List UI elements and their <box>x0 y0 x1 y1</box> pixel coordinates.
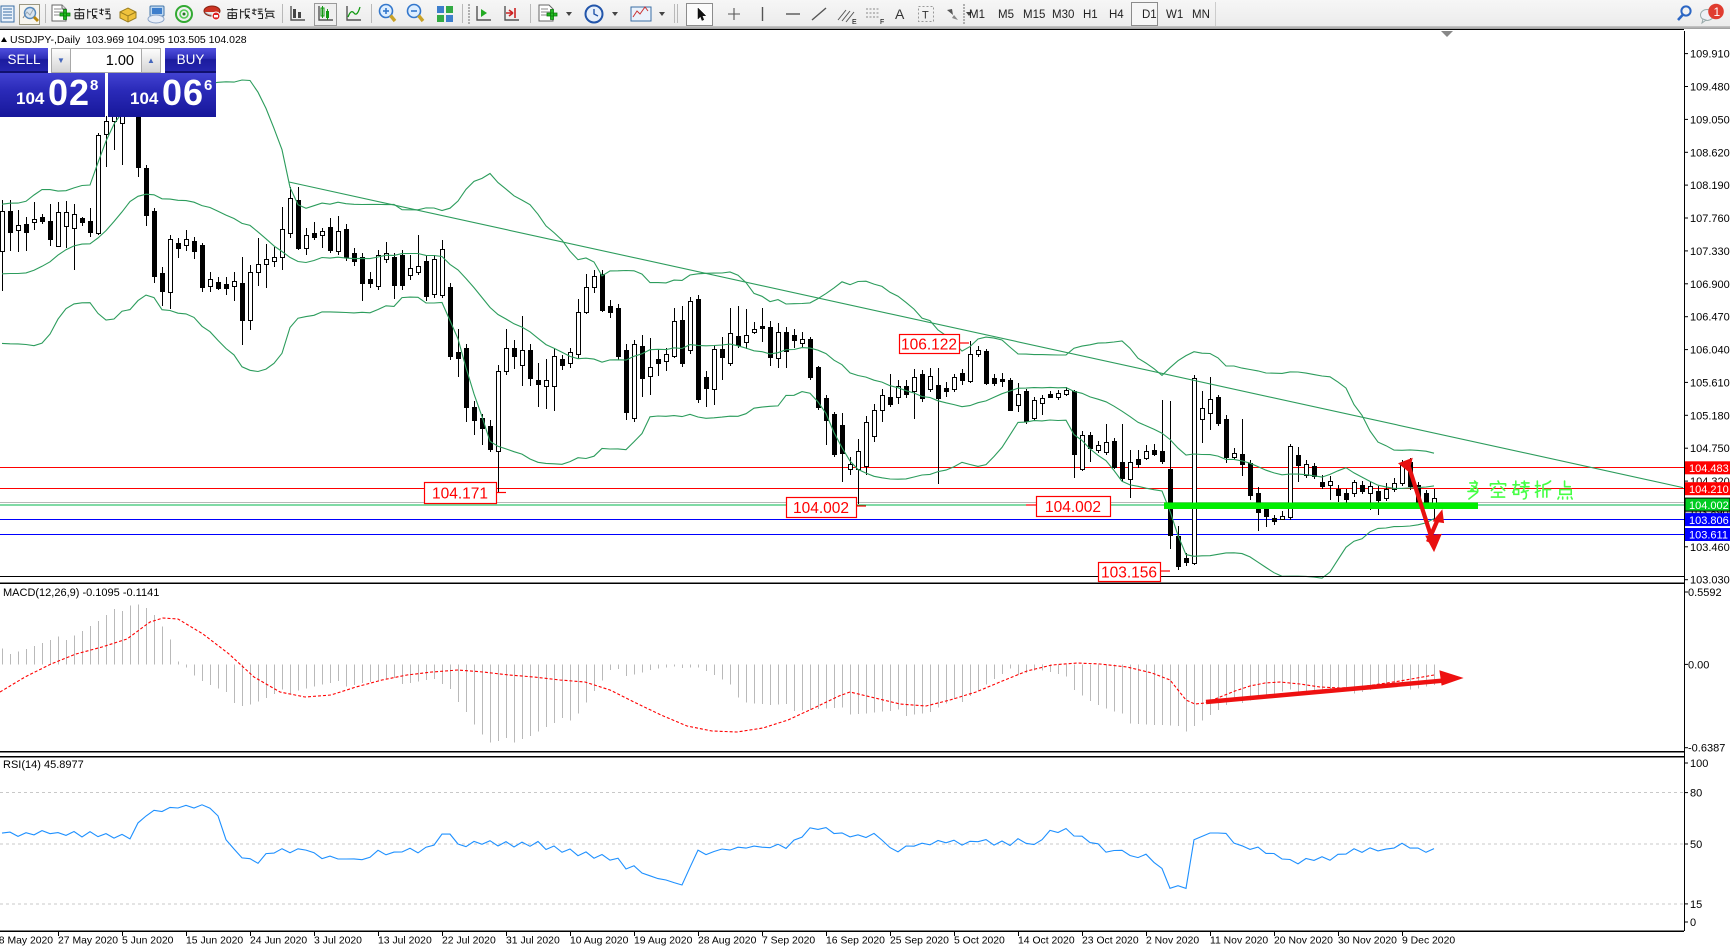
svg-text:50: 50 <box>1690 839 1702 851</box>
svg-text:103.806: 103.806 <box>1689 515 1729 527</box>
svg-text:104.002: 104.002 <box>1689 500 1729 512</box>
svg-text:RSI(14) 45.8977: RSI(14) 45.8977 <box>3 759 84 771</box>
svg-text:D1: D1 <box>1142 9 1157 21</box>
svg-text:13 Jul 2020: 13 Jul 2020 <box>378 936 432 947</box>
svg-text:104.483: 104.483 <box>1689 463 1729 475</box>
svg-text:0.00: 0.00 <box>1688 659 1709 671</box>
svg-text:104.171: 104.171 <box>432 485 488 502</box>
svg-text:F: F <box>880 19 884 26</box>
svg-text:14 Oct 2020: 14 Oct 2020 <box>1018 936 1075 947</box>
svg-text:16 Sep 2020: 16 Sep 2020 <box>826 936 885 947</box>
svg-text:2 Nov 2020: 2 Nov 2020 <box>1146 936 1199 947</box>
svg-text:100: 100 <box>1690 758 1708 770</box>
svg-text:23 Oct 2020: 23 Oct 2020 <box>1082 936 1139 947</box>
svg-text:0.5592: 0.5592 <box>1688 587 1722 599</box>
svg-text:3 Jul 2020: 3 Jul 2020 <box>314 936 362 947</box>
svg-text:10 Aug 2020: 10 Aug 2020 <box>570 936 629 947</box>
svg-text:H1: H1 <box>1083 9 1098 21</box>
svg-text:15 Jun 2020: 15 Jun 2020 <box>186 936 243 947</box>
svg-text:103.611: 103.611 <box>1689 530 1728 542</box>
svg-text:M15: M15 <box>1023 9 1045 21</box>
svg-text:106.470: 106.470 <box>1690 312 1730 324</box>
svg-text:18 May 2020: 18 May 2020 <box>0 936 53 947</box>
svg-text:108.190: 108.190 <box>1690 180 1730 192</box>
svg-text:T: T <box>922 10 929 22</box>
svg-text:108.620: 108.620 <box>1690 147 1730 159</box>
svg-text:5 Jun 2020: 5 Jun 2020 <box>122 936 174 947</box>
svg-text:9 Dec 2020: 9 Dec 2020 <box>1402 936 1455 947</box>
svg-text:103.156: 103.156 <box>1101 564 1157 581</box>
svg-text:A: A <box>895 6 905 22</box>
svg-text:107.760: 107.760 <box>1690 213 1730 225</box>
svg-text:15: 15 <box>1690 899 1702 911</box>
svg-text:106.900: 106.900 <box>1690 279 1730 291</box>
svg-text:103.460: 103.460 <box>1690 542 1730 554</box>
svg-text:11 Nov 2020: 11 Nov 2020 <box>1210 936 1268 947</box>
svg-text:MACD(12,26,9) -0.1095 -0.1141: MACD(12,26,9) -0.1095 -0.1141 <box>3 587 159 599</box>
svg-text:5 Oct 2020: 5 Oct 2020 <box>954 936 1005 947</box>
svg-text:E: E <box>852 19 857 26</box>
svg-text:MN: MN <box>1192 9 1210 21</box>
svg-text:25 Sep 2020: 25 Sep 2020 <box>890 936 949 947</box>
svg-text:109.480: 109.480 <box>1690 82 1730 94</box>
svg-text:104.002: 104.002 <box>1045 499 1101 516</box>
svg-text:H4: H4 <box>1109 9 1124 21</box>
svg-text:80: 80 <box>1690 788 1702 800</box>
svg-text:107.330: 107.330 <box>1690 246 1730 258</box>
svg-text:103.030: 103.030 <box>1690 575 1730 587</box>
svg-text:105.180: 105.180 <box>1690 410 1730 422</box>
svg-text:28 Aug 2020: 28 Aug 2020 <box>698 936 757 947</box>
svg-text:106.122: 106.122 <box>901 336 957 353</box>
svg-text:M1: M1 <box>969 9 985 21</box>
svg-text:M30: M30 <box>1052 9 1074 21</box>
svg-text:31 Jul 2020: 31 Jul 2020 <box>506 936 560 947</box>
svg-text:19 Aug 2020: 19 Aug 2020 <box>634 936 693 947</box>
svg-text:-0.6387: -0.6387 <box>1688 743 1725 755</box>
svg-text:24 Jun 2020: 24 Jun 2020 <box>250 936 307 947</box>
svg-text:7 Sep 2020: 7 Sep 2020 <box>762 936 815 947</box>
svg-text:20 Nov 2020: 20 Nov 2020 <box>1274 936 1333 947</box>
svg-text:27 May 2020: 27 May 2020 <box>58 936 118 947</box>
svg-text:109.910: 109.910 <box>1690 49 1730 61</box>
svg-text:1: 1 <box>1714 5 1721 19</box>
svg-text:22 Jul 2020: 22 Jul 2020 <box>442 936 496 947</box>
svg-text:104.750: 104.750 <box>1690 443 1730 455</box>
svg-text:109.050: 109.050 <box>1690 114 1730 126</box>
svg-text:0: 0 <box>1690 917 1696 929</box>
svg-text:W1: W1 <box>1166 9 1183 21</box>
svg-text:30 Nov 2020: 30 Nov 2020 <box>1338 936 1397 947</box>
svg-text:M5: M5 <box>998 9 1014 21</box>
svg-text:104.002: 104.002 <box>793 500 849 517</box>
svg-text:105.610: 105.610 <box>1690 377 1730 389</box>
svg-text:106.040: 106.040 <box>1690 345 1730 357</box>
svg-text:104.210: 104.210 <box>1689 484 1729 496</box>
